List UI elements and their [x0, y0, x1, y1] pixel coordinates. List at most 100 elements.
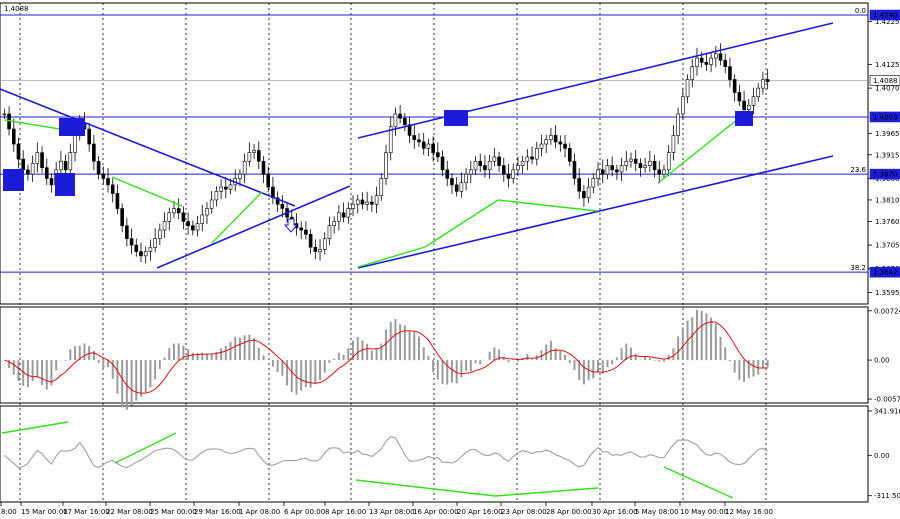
candle-body — [341, 212, 346, 218]
candle-body — [181, 212, 186, 222]
candle-body — [214, 191, 219, 201]
level-badge-label: 1.4240 — [873, 12, 898, 20]
candle-body — [35, 152, 40, 164]
time-tick-label: 16 Apr 00:00 — [413, 508, 459, 516]
candlesticks — [2, 43, 770, 264]
time-tick-label: 5 May 08:00 — [635, 508, 679, 516]
candle-body — [2, 113, 7, 116]
candle-body — [186, 221, 190, 227]
candle-body — [431, 143, 435, 153]
candle-body — [615, 169, 619, 173]
divergence-line — [657, 118, 739, 184]
candle-body — [704, 62, 709, 65]
time-tick-label: 12 May 16:00 — [725, 508, 773, 516]
candle-body — [360, 199, 365, 205]
time-tick-label: 29 Mar 16:00 — [194, 508, 241, 516]
candle-body — [685, 79, 690, 98]
level-badge-label: 1.4088 — [873, 77, 898, 85]
candle-body — [261, 160, 266, 175]
candle-body — [530, 156, 534, 160]
candle-body — [205, 208, 209, 216]
candle-body — [106, 178, 110, 186]
candle-body — [426, 143, 431, 149]
candle-body — [436, 152, 440, 158]
candle-body — [172, 208, 176, 214]
candle-body — [586, 186, 591, 199]
time-tick-label: 1 Apr 08:00 — [239, 508, 280, 516]
candle-body — [563, 143, 567, 149]
level-badge-label: 1.3870 — [873, 171, 898, 179]
signal-marker — [735, 111, 753, 126]
candle-body — [723, 59, 728, 67]
fib-label: 0.0 — [855, 7, 866, 15]
candle-body — [209, 199, 214, 209]
candle-body — [96, 160, 101, 175]
fib-label: 23.6 — [850, 166, 866, 174]
candle-body — [337, 212, 341, 222]
candle-body — [681, 96, 685, 115]
price-tick-label: 1.3915 — [875, 151, 900, 159]
candle-body — [690, 66, 695, 80]
candle-body — [120, 208, 124, 227]
trend-annotations — [0, 22, 834, 499]
candle-body — [379, 178, 384, 196]
ascending-channel-bottom — [357, 155, 834, 269]
candle-body — [370, 201, 374, 205]
candle-body — [101, 173, 106, 179]
candle-body — [388, 126, 393, 153]
candle-body — [657, 169, 662, 175]
macd-tick-label: 0.00 — [874, 357, 890, 365]
macd-signal-line — [4, 321, 768, 394]
price-tick-label: 1.3595 — [875, 289, 900, 297]
descending-trendline — [0, 88, 296, 207]
candle-body — [445, 169, 450, 179]
candle-body — [469, 169, 473, 175]
candle-body — [666, 152, 671, 171]
candle-body — [605, 165, 610, 175]
signal-marker — [3, 169, 24, 191]
candle-body — [139, 251, 143, 257]
price-tick-label: 1.3705 — [875, 242, 900, 250]
candle-body — [600, 169, 605, 175]
cci-panel-frame — [0, 405, 869, 503]
cci-tick-label: 0.00 — [874, 452, 890, 460]
candle-body — [624, 160, 629, 166]
candle-body — [44, 167, 49, 179]
candle-body — [384, 152, 388, 179]
candle-body — [699, 57, 704, 63]
candle-body — [228, 184, 233, 190]
candle-body — [742, 100, 746, 110]
fib-label: 38.2 — [850, 264, 866, 272]
candle-body — [525, 156, 530, 162]
candle-body — [49, 178, 54, 186]
candle-body — [148, 246, 153, 252]
time-tick-label: 8:00 — [1, 508, 17, 516]
cci-line — [4, 435, 768, 469]
candle-body — [459, 182, 464, 192]
candle-body — [191, 225, 195, 231]
time-tick-label: 28 Apr 00:00 — [546, 508, 592, 516]
candle-body — [304, 229, 308, 235]
candle-body — [577, 178, 581, 192]
divergence-line — [497, 199, 598, 212]
candle-body — [662, 169, 666, 175]
candle-body — [520, 160, 525, 166]
candle-body — [478, 160, 483, 166]
cci-divergence-line — [663, 466, 734, 499]
time-tick-label: 23 Apr 08:00 — [501, 508, 547, 516]
cci-divergence-line — [114, 432, 177, 464]
signal-marker — [444, 110, 468, 126]
candle-body — [21, 158, 26, 171]
candle-body — [464, 173, 468, 184]
candle-body — [167, 212, 172, 222]
candle-body — [567, 148, 572, 162]
candle-body — [629, 158, 633, 162]
candle-body — [582, 191, 586, 199]
time-tick-label: 17 Mar 16:00 — [63, 508, 110, 516]
candle-body — [676, 113, 680, 136]
candle-body — [497, 156, 501, 166]
macd-indicator — [4, 309, 769, 410]
